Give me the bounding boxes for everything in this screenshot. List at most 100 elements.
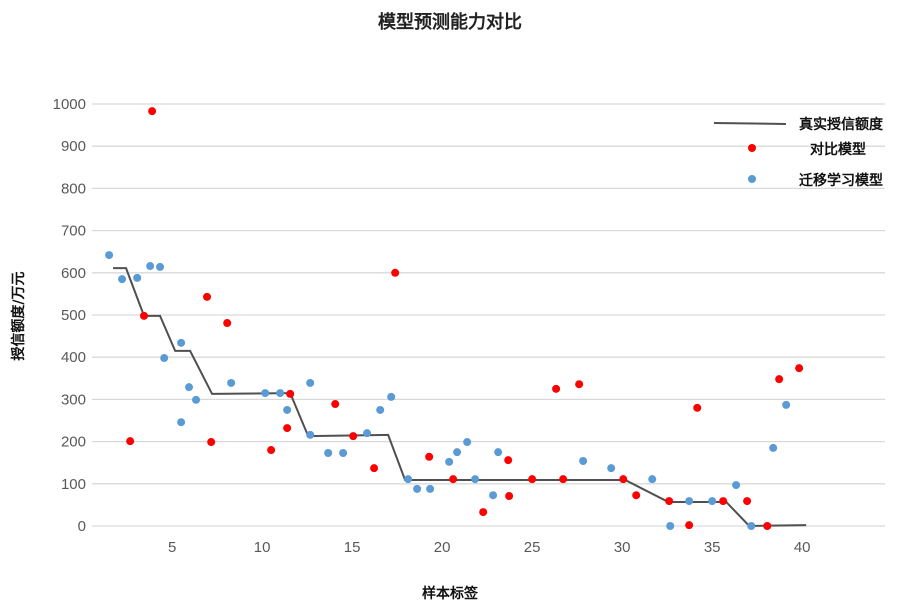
y-tick-label: 600 <box>61 265 86 282</box>
point-transfer-model <box>376 405 385 414</box>
point-transfer-model <box>118 275 127 284</box>
point-transfer-model <box>185 383 194 392</box>
point-transfer-model <box>489 491 498 500</box>
point-comparison-model <box>267 446 276 455</box>
legend-label-comparison: 对比模型 <box>810 141 866 158</box>
point-transfer-model <box>648 475 657 484</box>
point-comparison-model <box>223 319 232 328</box>
point-transfer-model <box>732 481 741 490</box>
point-transfer-model <box>146 262 155 271</box>
point-transfer-model <box>339 448 348 457</box>
y-tick-label: 200 <box>61 434 86 451</box>
y-tick-label: 0 <box>78 518 86 535</box>
point-transfer-model <box>276 389 285 398</box>
point-comparison-model <box>425 452 434 461</box>
legend-marker-comparison <box>748 144 756 152</box>
point-transfer-model <box>413 484 422 493</box>
point-transfer-model <box>387 392 396 401</box>
point-transfer-model <box>426 484 435 493</box>
point-comparison-model <box>331 400 340 409</box>
y-tick-label: 900 <box>61 138 86 155</box>
point-comparison-model <box>719 497 728 506</box>
point-transfer-model <box>471 475 480 484</box>
point-comparison-model <box>391 268 400 277</box>
point-comparison-model <box>743 497 752 506</box>
y-tick-label: 300 <box>61 391 86 408</box>
point-comparison-model <box>693 403 702 412</box>
point-transfer-model <box>283 405 292 414</box>
point-transfer-model <box>306 430 315 439</box>
y-tick-label: 500 <box>61 307 86 324</box>
point-comparison-model <box>552 384 561 393</box>
point-comparison-model <box>203 292 212 301</box>
x-tick-label: 30 <box>614 539 631 556</box>
point-transfer-model <box>404 475 413 484</box>
point-transfer-model <box>156 262 165 271</box>
point-transfer-model <box>685 497 694 506</box>
point-transfer-model <box>177 338 186 347</box>
point-comparison-model <box>207 438 216 447</box>
point-comparison-model <box>126 437 135 446</box>
point-comparison-model <box>349 432 358 441</box>
point-transfer-model <box>579 457 588 466</box>
point-comparison-model <box>283 424 292 433</box>
x-tick-label: 20 <box>434 539 451 556</box>
point-transfer-model <box>160 354 169 363</box>
point-transfer-model <box>747 522 756 530</box>
legend-label-real: 真实授信额度 <box>799 116 884 133</box>
point-transfer-model <box>782 400 791 409</box>
x-tick-label: 5 <box>168 539 176 556</box>
legend-marker-transfer <box>748 175 756 183</box>
point-comparison-model <box>763 522 772 530</box>
point-comparison-model <box>504 456 513 465</box>
point-comparison-model <box>632 491 641 500</box>
point-transfer-model <box>133 273 142 282</box>
series-line-real-credit <box>113 267 807 528</box>
point-transfer-model <box>363 429 372 438</box>
point-comparison-model <box>505 492 514 501</box>
y-tick-label: 700 <box>61 223 86 240</box>
y-tick-label: 1000 <box>53 96 86 113</box>
chart-title: 模型预测能力对比 <box>378 12 522 33</box>
point-transfer-model <box>261 389 270 398</box>
point-comparison-model <box>685 521 694 530</box>
point-comparison-model <box>479 508 488 517</box>
point-transfer-model <box>666 522 675 530</box>
point-transfer-model <box>227 378 236 387</box>
point-comparison-model <box>449 475 458 484</box>
legend-line-marker <box>713 122 787 125</box>
x-tick-label: 40 <box>794 539 811 556</box>
x-tick-label: 15 <box>344 539 361 556</box>
y-tick-label: 400 <box>61 349 86 366</box>
y-tick-label: 100 <box>61 476 86 493</box>
point-transfer-model <box>607 464 616 473</box>
point-comparison-model <box>148 107 157 116</box>
point-comparison-model <box>286 389 295 398</box>
point-transfer-model <box>453 448 462 457</box>
legend-label-transfer: 迁移学习模型 <box>799 172 883 189</box>
point-transfer-model <box>769 443 778 452</box>
point-comparison-model <box>575 380 584 389</box>
point-comparison-model <box>528 475 537 484</box>
point-transfer-model <box>463 438 472 447</box>
point-transfer-model <box>494 448 503 457</box>
point-transfer-model <box>105 251 114 260</box>
point-transfer-model <box>177 418 186 427</box>
point-comparison-model <box>795 364 804 373</box>
point-transfer-model <box>708 497 717 506</box>
x-tick-label: 35 <box>704 539 721 556</box>
y-tick-label: 800 <box>61 180 86 197</box>
point-comparison-model <box>775 375 784 384</box>
x-axis-label: 样本标签 <box>422 586 478 602</box>
point-comparison-model <box>140 311 149 320</box>
x-tick-label: 25 <box>524 539 541 556</box>
point-comparison-model <box>619 475 628 484</box>
point-comparison-model <box>665 497 674 506</box>
point-transfer-model <box>324 448 333 457</box>
point-transfer-model <box>306 378 315 387</box>
point-transfer-model <box>445 457 454 466</box>
point-comparison-model <box>370 464 379 473</box>
point-transfer-model <box>192 395 201 404</box>
point-comparison-model <box>559 475 568 484</box>
